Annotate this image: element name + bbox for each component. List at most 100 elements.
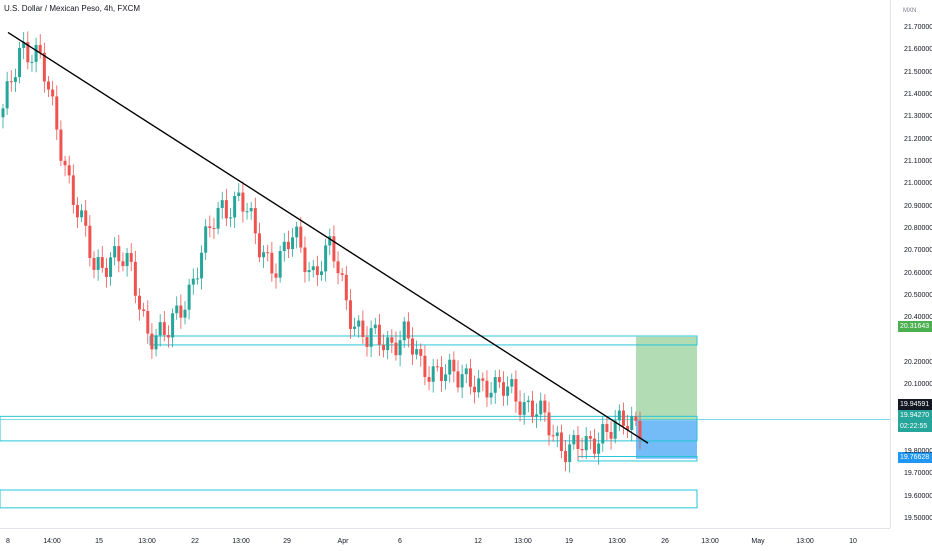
time-tick-label: 13:00 [701, 538, 719, 545]
position-target-area [636, 336, 697, 421]
candle-body [175, 305, 179, 314]
candle-body [340, 273, 344, 275]
time-tick-label: 10 [849, 538, 857, 545]
candle-body [42, 52, 46, 82]
candle-body [514, 379, 518, 402]
price-tick-label: 21.40000 [904, 90, 932, 98]
candle-body [452, 359, 456, 372]
candle-body [291, 237, 295, 250]
candle-body [237, 192, 241, 197]
candle-body [22, 42, 26, 49]
candle-body [456, 371, 460, 388]
candle-body [55, 96, 59, 130]
candle-body [468, 368, 472, 387]
price-tick-label: 20.50000 [904, 291, 932, 299]
support-zone-upper [0, 415, 698, 442]
candle-body [117, 246, 121, 262]
candle-body [605, 424, 609, 432]
candle-body [51, 89, 55, 97]
time-axis[interactable] [0, 528, 890, 551]
time-tick-label: 19 [565, 538, 573, 545]
candle-body [444, 374, 448, 382]
chart-canvas[interactable] [0, 0, 890, 528]
price-chart[interactable] [0, 0, 890, 528]
price-tick-label: 21.00000 [904, 180, 932, 188]
candle-body [191, 278, 195, 285]
candle-body [142, 309, 146, 311]
candle-body [588, 436, 592, 439]
price-tick-label: 21.10000 [904, 157, 932, 165]
candle-body [195, 278, 199, 280]
candle-body [427, 377, 431, 382]
candle-body [162, 322, 166, 335]
candle-body [543, 400, 547, 413]
price-tick-label: 21.50000 [904, 68, 932, 76]
time-tick-label: 22 [191, 538, 199, 545]
candle-body [109, 257, 113, 277]
candle-body [183, 309, 187, 318]
candle-body [423, 355, 427, 378]
candle-body [96, 257, 100, 270]
candle-body [224, 200, 228, 219]
time-tick-label: 14:00 [43, 538, 61, 545]
target-price-tag: 20.31643 [898, 321, 932, 332]
support-zone-lower [0, 489, 698, 509]
candle-body [13, 77, 17, 82]
candle-body [229, 217, 232, 219]
candle-body [464, 368, 468, 375]
countdown-tag: 02:22:55 [898, 421, 932, 432]
time-tick-label: 13:00 [796, 538, 814, 545]
candle-body [431, 366, 435, 382]
candle-body [559, 432, 563, 451]
time-tick-label: 13:00 [232, 538, 250, 545]
time-tick-label: 26 [661, 538, 669, 545]
price-tick-label: 20.80000 [904, 224, 932, 232]
symbol-title[interactable]: U.S. Dollar / Mexican Peso, 4h, FXCM [4, 4, 141, 13]
price-tick-label: 21.30000 [904, 113, 932, 121]
candle-body [257, 233, 261, 258]
candle-body [18, 48, 22, 78]
candle-body [402, 321, 406, 341]
candle-body [204, 226, 208, 253]
candle-body [593, 438, 596, 454]
last-close-tag: 19.94591 [898, 399, 932, 410]
candle-body [125, 253, 129, 267]
price-tick-label: 21.60000 [904, 46, 932, 54]
currency-unit: MXN [903, 8, 917, 14]
candle-body [262, 252, 266, 258]
candle-body [320, 271, 323, 275]
candle-body [638, 420, 642, 439]
price-tick-label: 19.50000 [904, 515, 932, 522]
candle-body [71, 175, 75, 205]
price-axis[interactable] [890, 0, 932, 528]
candle-body [286, 241, 290, 250]
candle-body [386, 337, 390, 351]
candle-body [555, 432, 559, 436]
position-stop-area [636, 420, 697, 459]
candle-body [530, 400, 534, 417]
candle-body [315, 266, 319, 275]
candle-body [502, 382, 505, 396]
candle-body [344, 274, 348, 301]
candle-body [80, 210, 84, 218]
candle-body [216, 207, 220, 229]
candle-body [154, 335, 158, 350]
candle-body [104, 267, 108, 277]
candle-body [92, 257, 96, 270]
candle-body [133, 261, 137, 296]
candle-body [564, 450, 568, 463]
candle-body [485, 380, 489, 398]
candle-body [138, 295, 141, 310]
candle-body [121, 261, 125, 267]
candle-body [270, 252, 274, 274]
candle-body [295, 226, 299, 238]
candle-body [576, 435, 580, 449]
candle-body [348, 300, 352, 329]
candle-body [241, 192, 245, 212]
candle-body [278, 251, 282, 278]
candle-body [179, 305, 183, 318]
candle-body [506, 386, 510, 396]
time-tick-label: May [751, 538, 765, 545]
price-tick-label: 19.70000 [904, 470, 932, 478]
candle-body [597, 443, 601, 454]
